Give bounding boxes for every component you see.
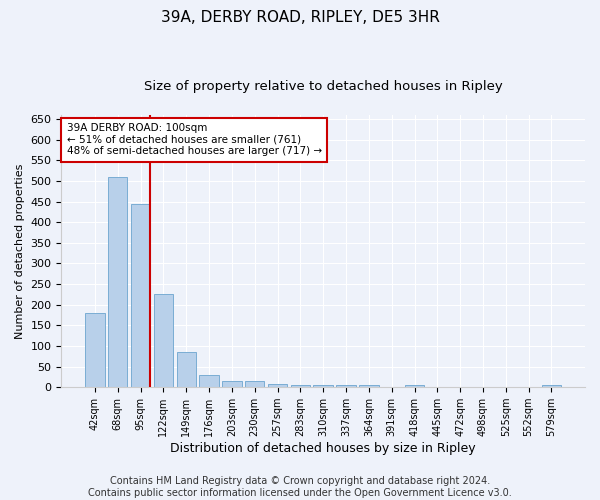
Bar [199,375,219,387]
Bar [359,385,379,387]
X-axis label: Distribution of detached houses by size in Ripley: Distribution of detached houses by size … [170,442,476,455]
Text: 39A, DERBY ROAD, RIPLEY, DE5 3HR: 39A, DERBY ROAD, RIPLEY, DE5 3HR [161,10,439,25]
Bar [405,385,424,387]
Bar [108,177,127,387]
Bar [290,385,310,387]
Bar [85,313,104,387]
Bar [245,381,265,387]
Bar [268,384,287,387]
Text: Contains HM Land Registry data © Crown copyright and database right 2024.
Contai: Contains HM Land Registry data © Crown c… [88,476,512,498]
Title: Size of property relative to detached houses in Ripley: Size of property relative to detached ho… [144,80,503,93]
Bar [337,385,356,387]
Bar [542,385,561,387]
Text: 39A DERBY ROAD: 100sqm
← 51% of detached houses are smaller (761)
48% of semi-de: 39A DERBY ROAD: 100sqm ← 51% of detached… [67,123,322,156]
Bar [313,385,333,387]
Bar [222,381,242,387]
Y-axis label: Number of detached properties: Number of detached properties [15,164,25,339]
Bar [154,294,173,387]
Bar [131,204,150,387]
Bar [176,352,196,387]
